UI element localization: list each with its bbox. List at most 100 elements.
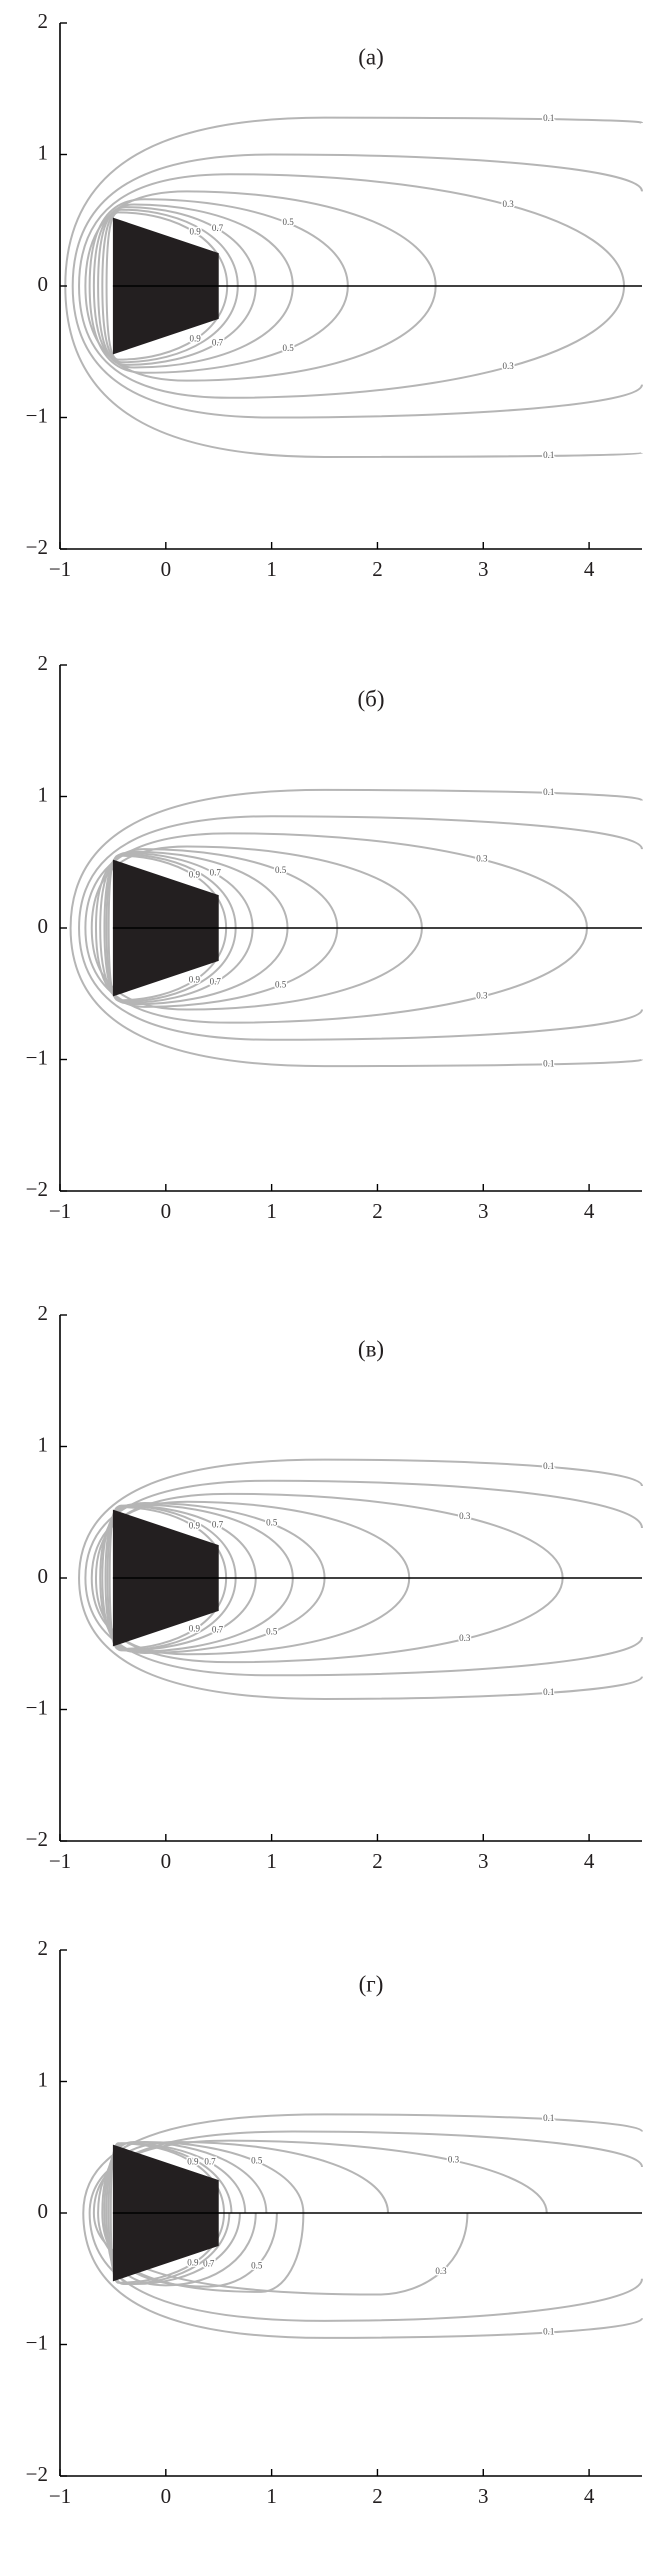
contour-label: 0.1 xyxy=(543,1461,554,1471)
y-tick-label: −2 xyxy=(26,2462,48,2486)
contour-line xyxy=(101,1503,294,1579)
contour-line xyxy=(84,1577,643,1677)
contour-line xyxy=(78,927,643,1041)
y-tick-label: 0 xyxy=(38,914,49,938)
contour-label: 0.5 xyxy=(275,979,287,989)
y-tick-label: 1 xyxy=(38,782,49,806)
contour-line xyxy=(106,1504,237,1579)
contour-label: 0.7 xyxy=(212,1624,224,1634)
x-tick-label: 0 xyxy=(161,1199,172,1223)
contour-label: 0.9 xyxy=(187,2258,199,2268)
y-tick-label: 0 xyxy=(38,272,49,296)
x-tick-label: 3 xyxy=(478,1199,489,1223)
contour-line xyxy=(88,198,349,287)
contour-line xyxy=(101,208,239,287)
contour-label: 0.9 xyxy=(189,974,201,984)
contour-label: 0.5 xyxy=(266,1626,278,1636)
y-tick-label: −1 xyxy=(26,1695,48,1719)
contour-label: 0.7 xyxy=(210,976,222,986)
contour-line xyxy=(92,285,294,369)
contour-line xyxy=(64,285,643,458)
contour-label: 0.5 xyxy=(283,217,295,227)
contour-label: 0.1 xyxy=(543,1687,554,1697)
x-tick-label: 4 xyxy=(584,1849,595,1873)
contour-line xyxy=(103,927,254,1004)
x-tick-label: −1 xyxy=(49,1199,71,1223)
x-tick-label: 0 xyxy=(161,1849,172,1873)
y-tick-label: 1 xyxy=(38,140,49,164)
contour-line xyxy=(101,1577,294,1653)
contour-line xyxy=(97,206,257,287)
contour-line xyxy=(78,815,643,929)
contour-line xyxy=(78,1577,643,1700)
y-tick-label: 1 xyxy=(38,2067,49,2091)
x-tick-label: 2 xyxy=(372,1199,383,1223)
chart-title: (б) xyxy=(357,686,384,711)
x-tick-label: 4 xyxy=(584,1199,595,1223)
contour-line xyxy=(94,848,339,929)
contour-line xyxy=(69,788,643,929)
contour-label: 0.5 xyxy=(251,2260,263,2270)
y-tick-label: 2 xyxy=(38,1301,49,1325)
y-tick-label: 2 xyxy=(38,1936,49,1960)
contour-label: 0.3 xyxy=(502,199,514,209)
y-tick-label: −2 xyxy=(26,1177,48,1201)
x-tick-label: 3 xyxy=(478,2484,489,2508)
contour-label: 0.1 xyxy=(543,2113,554,2123)
contour-label: 0.9 xyxy=(190,227,202,237)
x-tick-label: 3 xyxy=(478,1849,489,1873)
contour-label: 0.7 xyxy=(212,223,224,233)
chart-title: (а) xyxy=(358,44,384,69)
contour-line xyxy=(94,927,339,1008)
y-tick-label: 1 xyxy=(38,1432,49,1456)
y-tick-label: −1 xyxy=(26,2330,48,2354)
contour-line xyxy=(71,285,643,419)
contour-line xyxy=(78,1458,643,1579)
y-tick-label: 2 xyxy=(38,9,49,33)
y-tick-label: −2 xyxy=(26,1827,48,1851)
x-tick-label: 2 xyxy=(372,557,383,581)
contour-label: 0.9 xyxy=(189,870,201,880)
contour-line xyxy=(105,927,237,1003)
x-tick-label: −1 xyxy=(49,1849,71,1873)
x-tick-label: 4 xyxy=(584,557,595,581)
contour-label: 0.3 xyxy=(435,2266,447,2276)
contour-line xyxy=(64,116,643,287)
contour-line xyxy=(84,1479,643,1579)
contour-label: 0.3 xyxy=(502,361,514,371)
y-tick-label: −1 xyxy=(26,403,48,427)
contour-line xyxy=(69,927,643,1068)
contour-label: 0.3 xyxy=(448,2155,460,2165)
contour-label: 0.3 xyxy=(459,1633,471,1643)
contour-line xyxy=(92,203,294,287)
contour-line xyxy=(106,1577,237,1652)
contour-label: 0.7 xyxy=(212,1520,224,1530)
contour-line xyxy=(99,927,289,1006)
contour-label: 0.7 xyxy=(210,868,222,878)
chart-title: (в) xyxy=(358,1336,384,1361)
contour-line xyxy=(99,850,289,929)
contour-line xyxy=(78,173,626,287)
contour-line xyxy=(88,285,349,374)
x-tick-label: 0 xyxy=(161,2484,172,2508)
contour-line xyxy=(78,285,626,399)
contour-label: 0.1 xyxy=(543,113,554,123)
contour-label: 0.1 xyxy=(543,450,554,460)
contour-label: 0.1 xyxy=(543,2327,554,2337)
x-tick-label: 1 xyxy=(266,1849,277,1873)
contour-line xyxy=(105,853,237,929)
x-tick-label: 2 xyxy=(372,1849,383,1873)
x-tick-label: 0 xyxy=(161,557,172,581)
contour-line xyxy=(71,153,643,287)
x-tick-label: 1 xyxy=(266,2484,277,2508)
y-tick-label: 2 xyxy=(38,651,49,675)
x-tick-label: 1 xyxy=(266,1199,277,1223)
x-tick-label: 4 xyxy=(584,2484,595,2508)
contour-line xyxy=(82,2212,643,2339)
chart-title: (г) xyxy=(359,1971,384,1996)
contour-label: 0.5 xyxy=(266,1518,278,1528)
contour-line xyxy=(101,285,239,364)
contour-label: 0.1 xyxy=(543,787,554,797)
x-tick-label: 2 xyxy=(372,2484,383,2508)
